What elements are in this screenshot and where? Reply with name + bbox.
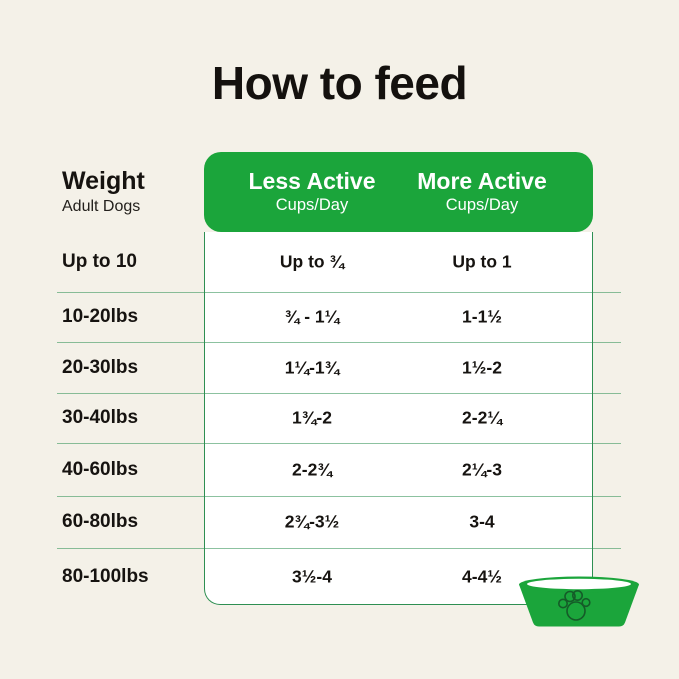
column-header-more-active: More Active Cups/Day <box>374 152 590 232</box>
dog-bowl-icon <box>519 576 639 627</box>
row-divider <box>57 393 621 394</box>
weight-cell: 60-80lbs <box>62 511 139 532</box>
weight-cell: 80-100lbs <box>62 565 149 587</box>
column-label: Less Active <box>248 167 376 194</box>
row-divider <box>57 496 621 497</box>
more-active-cell: 1½-2 <box>462 357 502 377</box>
table-row: Up to 10 Up to ¾ Up to 1 <box>0 232 679 292</box>
row-divider <box>57 342 621 343</box>
weight-cell: 20-30lbs <box>62 356 139 378</box>
row-divider <box>57 292 621 293</box>
weight-column-header: Weight Adult Dogs <box>62 152 145 232</box>
more-active-cell: 2-2¼ <box>462 407 502 428</box>
more-active-cell: 4-4½ <box>462 566 502 586</box>
weight-cell: 30-40lbs <box>62 407 139 428</box>
column-sublabel: Cups/Day <box>275 196 349 215</box>
weight-subtitle: Adult Dogs <box>62 198 141 216</box>
paw-print-icon <box>557 590 591 621</box>
less-active-cell: 1¼-1¾ <box>284 357 340 377</box>
table-row: 10-20lbs ¾ - 1¼ 1-1½ <box>0 292 679 342</box>
table-body <box>204 232 593 605</box>
less-active-cell: ¾ - 1¼ <box>284 306 340 327</box>
more-active-cell: Up to 1 <box>452 251 512 272</box>
more-active-cell: 3-4 <box>469 511 495 532</box>
column-header-less-active: Less Active Cups/Day <box>204 152 420 232</box>
more-active-cell: 2¼-3 <box>462 459 502 479</box>
more-active-cell: 1-1½ <box>462 306 502 327</box>
table-row: 40-60lbs 2-2¾ 2¼-3 <box>0 443 679 496</box>
table-row: 30-40lbs 1¾-2 2-2¼ <box>0 393 679 443</box>
weight-title: Weight <box>62 166 145 195</box>
less-active-cell: 1¾-2 <box>292 407 332 428</box>
column-sublabel: Cups/Day <box>445 196 519 215</box>
less-active-cell: 2¾-3½ <box>284 511 340 532</box>
weight-cell: 10-20lbs <box>62 306 139 327</box>
row-divider <box>57 548 621 549</box>
table-row: 80-100lbs 3½-4 4-4½ <box>0 548 679 605</box>
less-active-cell: 3½-4 <box>292 566 332 586</box>
column-label: More Active <box>417 167 547 194</box>
less-active-cell: 2-2¾ <box>292 459 332 479</box>
row-divider <box>57 443 621 444</box>
table-row: 20-30lbs 1¼-1¾ 1½-2 <box>0 342 679 393</box>
page-title: How to feed <box>211 57 468 109</box>
weight-cell: Up to 10 <box>62 251 137 272</box>
weight-cell: 40-60lbs <box>62 458 139 480</box>
table-row: 60-80lbs 2¾-3½ 3-4 <box>0 496 679 548</box>
less-active-cell: Up to ¾ <box>279 251 345 272</box>
table-header: Less Active Cups/Day More Active Cups/Da… <box>204 152 593 232</box>
